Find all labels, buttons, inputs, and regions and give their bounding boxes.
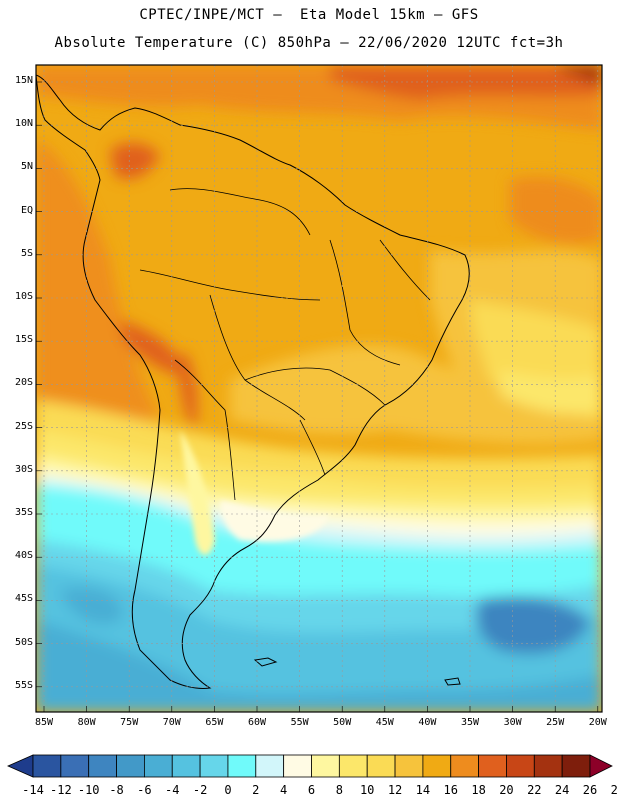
lat-label: 15N: [14, 75, 33, 86]
colorbar-label: 16: [443, 783, 458, 797]
lat-label: 55S: [14, 679, 33, 691]
map-frame: [35, 64, 603, 713]
lat-label: EQ: [20, 204, 33, 216]
lat-label: 50S: [14, 636, 33, 648]
colorbar-swatch: [283, 754, 312, 778]
temperature-field: [36, 65, 602, 712]
colorbar-swatch: [478, 754, 507, 778]
colorbar-label: 24: [554, 783, 570, 797]
lat-label: 5S: [20, 247, 33, 259]
lon-label: 35W: [460, 717, 480, 728]
lon-label: 75W: [120, 717, 139, 728]
colorbar: [7, 754, 613, 778]
colorbar-label: 12: [387, 783, 403, 797]
colorbar-label: 22: [527, 783, 542, 797]
lon-label: 40W: [418, 717, 437, 728]
chart-title-line2: Absolute Temperature (C) 850hPa — 22/06/…: [54, 35, 564, 51]
lat-label: 35S: [14, 507, 33, 518]
colorbar-swatch: [561, 754, 591, 778]
colorbar-swatch: [143, 754, 173, 778]
colorbar-label: 26: [582, 783, 598, 797]
colorbar-swatch: [533, 754, 563, 778]
chart-title-line1: CPTEC/INPE/MCT — Eta Model 15km — GFS: [139, 7, 479, 23]
lon-label: 80W: [77, 717, 96, 728]
lat-label: 10S: [14, 291, 33, 302]
colorbar-label: -4: [165, 783, 180, 797]
colorbar-label: -8: [109, 783, 124, 797]
colorbar-swatch: [116, 754, 145, 778]
lat-label: 20S: [14, 377, 33, 389]
colorbar-swatch: [366, 754, 396, 778]
lon-label: 85W: [34, 717, 54, 728]
colorbar-label: 2: [252, 783, 260, 797]
colorbar-swatch: [32, 754, 62, 778]
colorbar-label: -12: [50, 783, 72, 797]
colorbar-label: 10: [359, 783, 375, 797]
lat-label: 5N: [20, 161, 33, 173]
continent-outline: [36, 74, 470, 689]
colorbar-swatch: [506, 754, 535, 778]
colorbar-swatch: [227, 754, 257, 778]
lon-label: 25W: [546, 717, 565, 728]
colorbar-swatch: [311, 754, 340, 778]
colorbar-arrow-high: [589, 754, 613, 778]
colorbar-label: -14: [22, 783, 44, 797]
colorbar-swatch: [450, 754, 480, 778]
lat-label: 15S: [14, 334, 33, 346]
colorbar-swatch: [88, 754, 117, 778]
colorbar-label: 4: [280, 783, 288, 797]
graticule: [36, 65, 602, 712]
colorbar-label: 14: [415, 783, 431, 797]
lon-label: 20W: [588, 717, 607, 728]
lat-label: 10N: [14, 118, 33, 130]
colorbar-label: 20: [499, 783, 514, 797]
colorbar-swatch: [394, 754, 424, 778]
lon-label: 30W: [503, 717, 522, 728]
colorbar-label: 18: [471, 783, 486, 797]
colorbar-label: 0: [224, 783, 232, 797]
lon-label: 45W: [375, 717, 394, 728]
colorbar-swatch: [199, 754, 229, 778]
lon-label: 55W: [290, 717, 309, 728]
colorbar-label: 6: [307, 783, 316, 797]
lon-label: 50W: [333, 717, 352, 728]
colorbar-label: 8: [335, 783, 343, 797]
colorbar-arrow-low: [7, 754, 34, 778]
lat-label: 25S: [14, 420, 33, 432]
colorbar-swatch: [338, 754, 368, 778]
lat-label: 30S: [14, 463, 33, 475]
lon-label: 60W: [247, 717, 267, 728]
colorbar-swatch: [60, 754, 90, 778]
colorbar-swatch: [422, 754, 452, 778]
colorbar-label: 28: [610, 783, 618, 797]
lat-label: 45S: [14, 593, 33, 605]
lat-label: 40S: [14, 550, 33, 562]
colorbar-label: -10: [77, 783, 100, 797]
colorbar-label: -6: [137, 783, 152, 797]
colorbar-label: -2: [192, 783, 208, 797]
colorbar-swatch: [255, 754, 285, 778]
lon-label: 65W: [205, 717, 224, 728]
colorbar-swatch: [171, 754, 201, 778]
lon-label: 70W: [162, 717, 181, 728]
